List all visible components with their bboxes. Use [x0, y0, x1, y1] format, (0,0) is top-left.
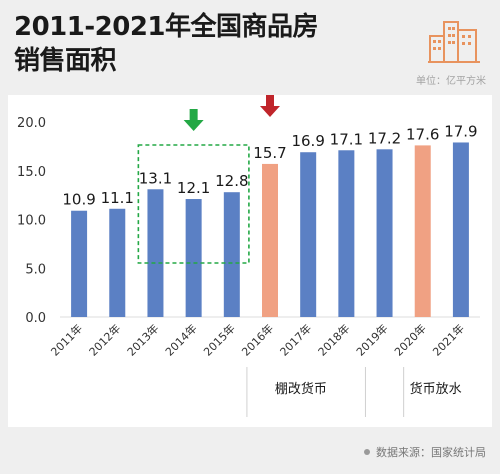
y-tick-label: 10.0: [17, 214, 46, 229]
title-line-2: 销售面积: [14, 46, 117, 76]
bar: [109, 208, 126, 317]
bar: [376, 149, 393, 317]
data-label: 12.1: [177, 179, 210, 197]
x-tick-label: 2012年: [86, 321, 123, 358]
bar-chart: 0.0 5.0 10.0 15.0 20.0 10.9 2011年 11.1 2012年 13.1…: [17, 95, 480, 417]
bar: [71, 210, 88, 317]
y-tick-label: 5.0: [25, 262, 46, 277]
y-tick-label: 20.0: [17, 116, 46, 131]
data-label: 11.1: [101, 189, 134, 207]
annotation-label-monetary-easing: 货币放水: [410, 381, 462, 397]
data-label: 17.6: [406, 125, 439, 143]
city-buildings-icon: [428, 21, 480, 63]
source-line: 数据来源：国家统计局: [364, 444, 486, 460]
data-label: 16.9: [291, 132, 324, 150]
red-down-arrow-icon: [260, 95, 280, 117]
x-tick-label: 2016年: [239, 321, 276, 358]
chart-panel: 0.0 5.0 10.0 15.0 20.0 10.9 2011年 11.1 2012年 13.1…: [8, 95, 492, 427]
bar: [185, 199, 202, 317]
dashed-highlight-box: [137, 144, 250, 264]
data-label: 12.8: [215, 172, 248, 190]
bar: [452, 142, 469, 317]
data-label: 17.9: [444, 122, 477, 140]
bar: [300, 152, 317, 317]
x-tick-label: 2015年: [200, 321, 237, 358]
bullet-dot-icon: [364, 449, 370, 455]
x-tick-label: 2017年: [277, 321, 314, 358]
bar: [414, 145, 431, 317]
x-tick-label: 2019年: [353, 321, 390, 358]
chart-title: 2011-2021年全国商品房 销售面积: [14, 10, 319, 78]
bar: [223, 192, 240, 317]
y-tick-label: 15.0: [17, 165, 46, 180]
title-line-1: 2011-2021年全国商品房: [14, 12, 319, 42]
data-label: 17.1: [330, 130, 363, 148]
y-tick-label: 0.0: [25, 311, 46, 326]
bar: [262, 163, 278, 317]
data-label: 13.1: [139, 169, 172, 187]
x-tick-label: 2018年: [315, 321, 352, 358]
x-tick-label: 2011年: [48, 321, 85, 358]
annotation-label-shantytown: 棚改货币: [275, 381, 327, 397]
bar: [147, 189, 164, 317]
x-tick-label: 2021年: [430, 321, 467, 358]
data-label: 17.2: [368, 129, 401, 147]
unit-label: 单位：亿平方米: [416, 76, 486, 87]
x-tick-label: 2020年: [391, 321, 428, 358]
source-text: 数据来源：国家统计局: [376, 446, 486, 459]
x-tick-label: 2013年: [124, 321, 161, 358]
green-down-arrow-icon: [183, 109, 204, 131]
x-tick-label: 2014年: [162, 321, 199, 358]
data-label: 15.7: [253, 144, 286, 162]
bar: [338, 150, 355, 317]
data-label: 10.9: [62, 191, 95, 209]
